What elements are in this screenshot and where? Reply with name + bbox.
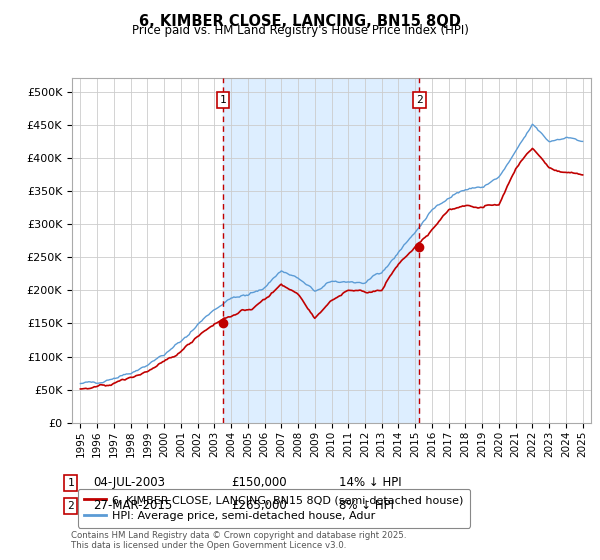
Text: 6, KIMBER CLOSE, LANCING, BN15 8QD: 6, KIMBER CLOSE, LANCING, BN15 8QD <box>139 14 461 29</box>
Legend: 6, KIMBER CLOSE, LANCING, BN15 8QD (semi-detached house), HPI: Average price, se: 6, KIMBER CLOSE, LANCING, BN15 8QD (semi… <box>77 489 470 528</box>
Text: 14% ↓ HPI: 14% ↓ HPI <box>339 476 401 489</box>
Text: Price paid vs. HM Land Registry's House Price Index (HPI): Price paid vs. HM Land Registry's House … <box>131 24 469 37</box>
Text: 8% ↓ HPI: 8% ↓ HPI <box>339 499 394 512</box>
Text: 27-MAR-2015: 27-MAR-2015 <box>93 499 172 512</box>
Text: Contains HM Land Registry data © Crown copyright and database right 2025.
This d: Contains HM Land Registry data © Crown c… <box>71 531 406 550</box>
Text: £150,000: £150,000 <box>231 476 287 489</box>
Text: 1: 1 <box>220 95 226 105</box>
Text: 2: 2 <box>416 95 423 105</box>
Text: 1: 1 <box>67 478 74 488</box>
Bar <box>223 78 419 423</box>
Text: £265,000: £265,000 <box>231 499 287 512</box>
Text: 04-JUL-2003: 04-JUL-2003 <box>93 476 165 489</box>
Text: 2: 2 <box>67 501 74 511</box>
